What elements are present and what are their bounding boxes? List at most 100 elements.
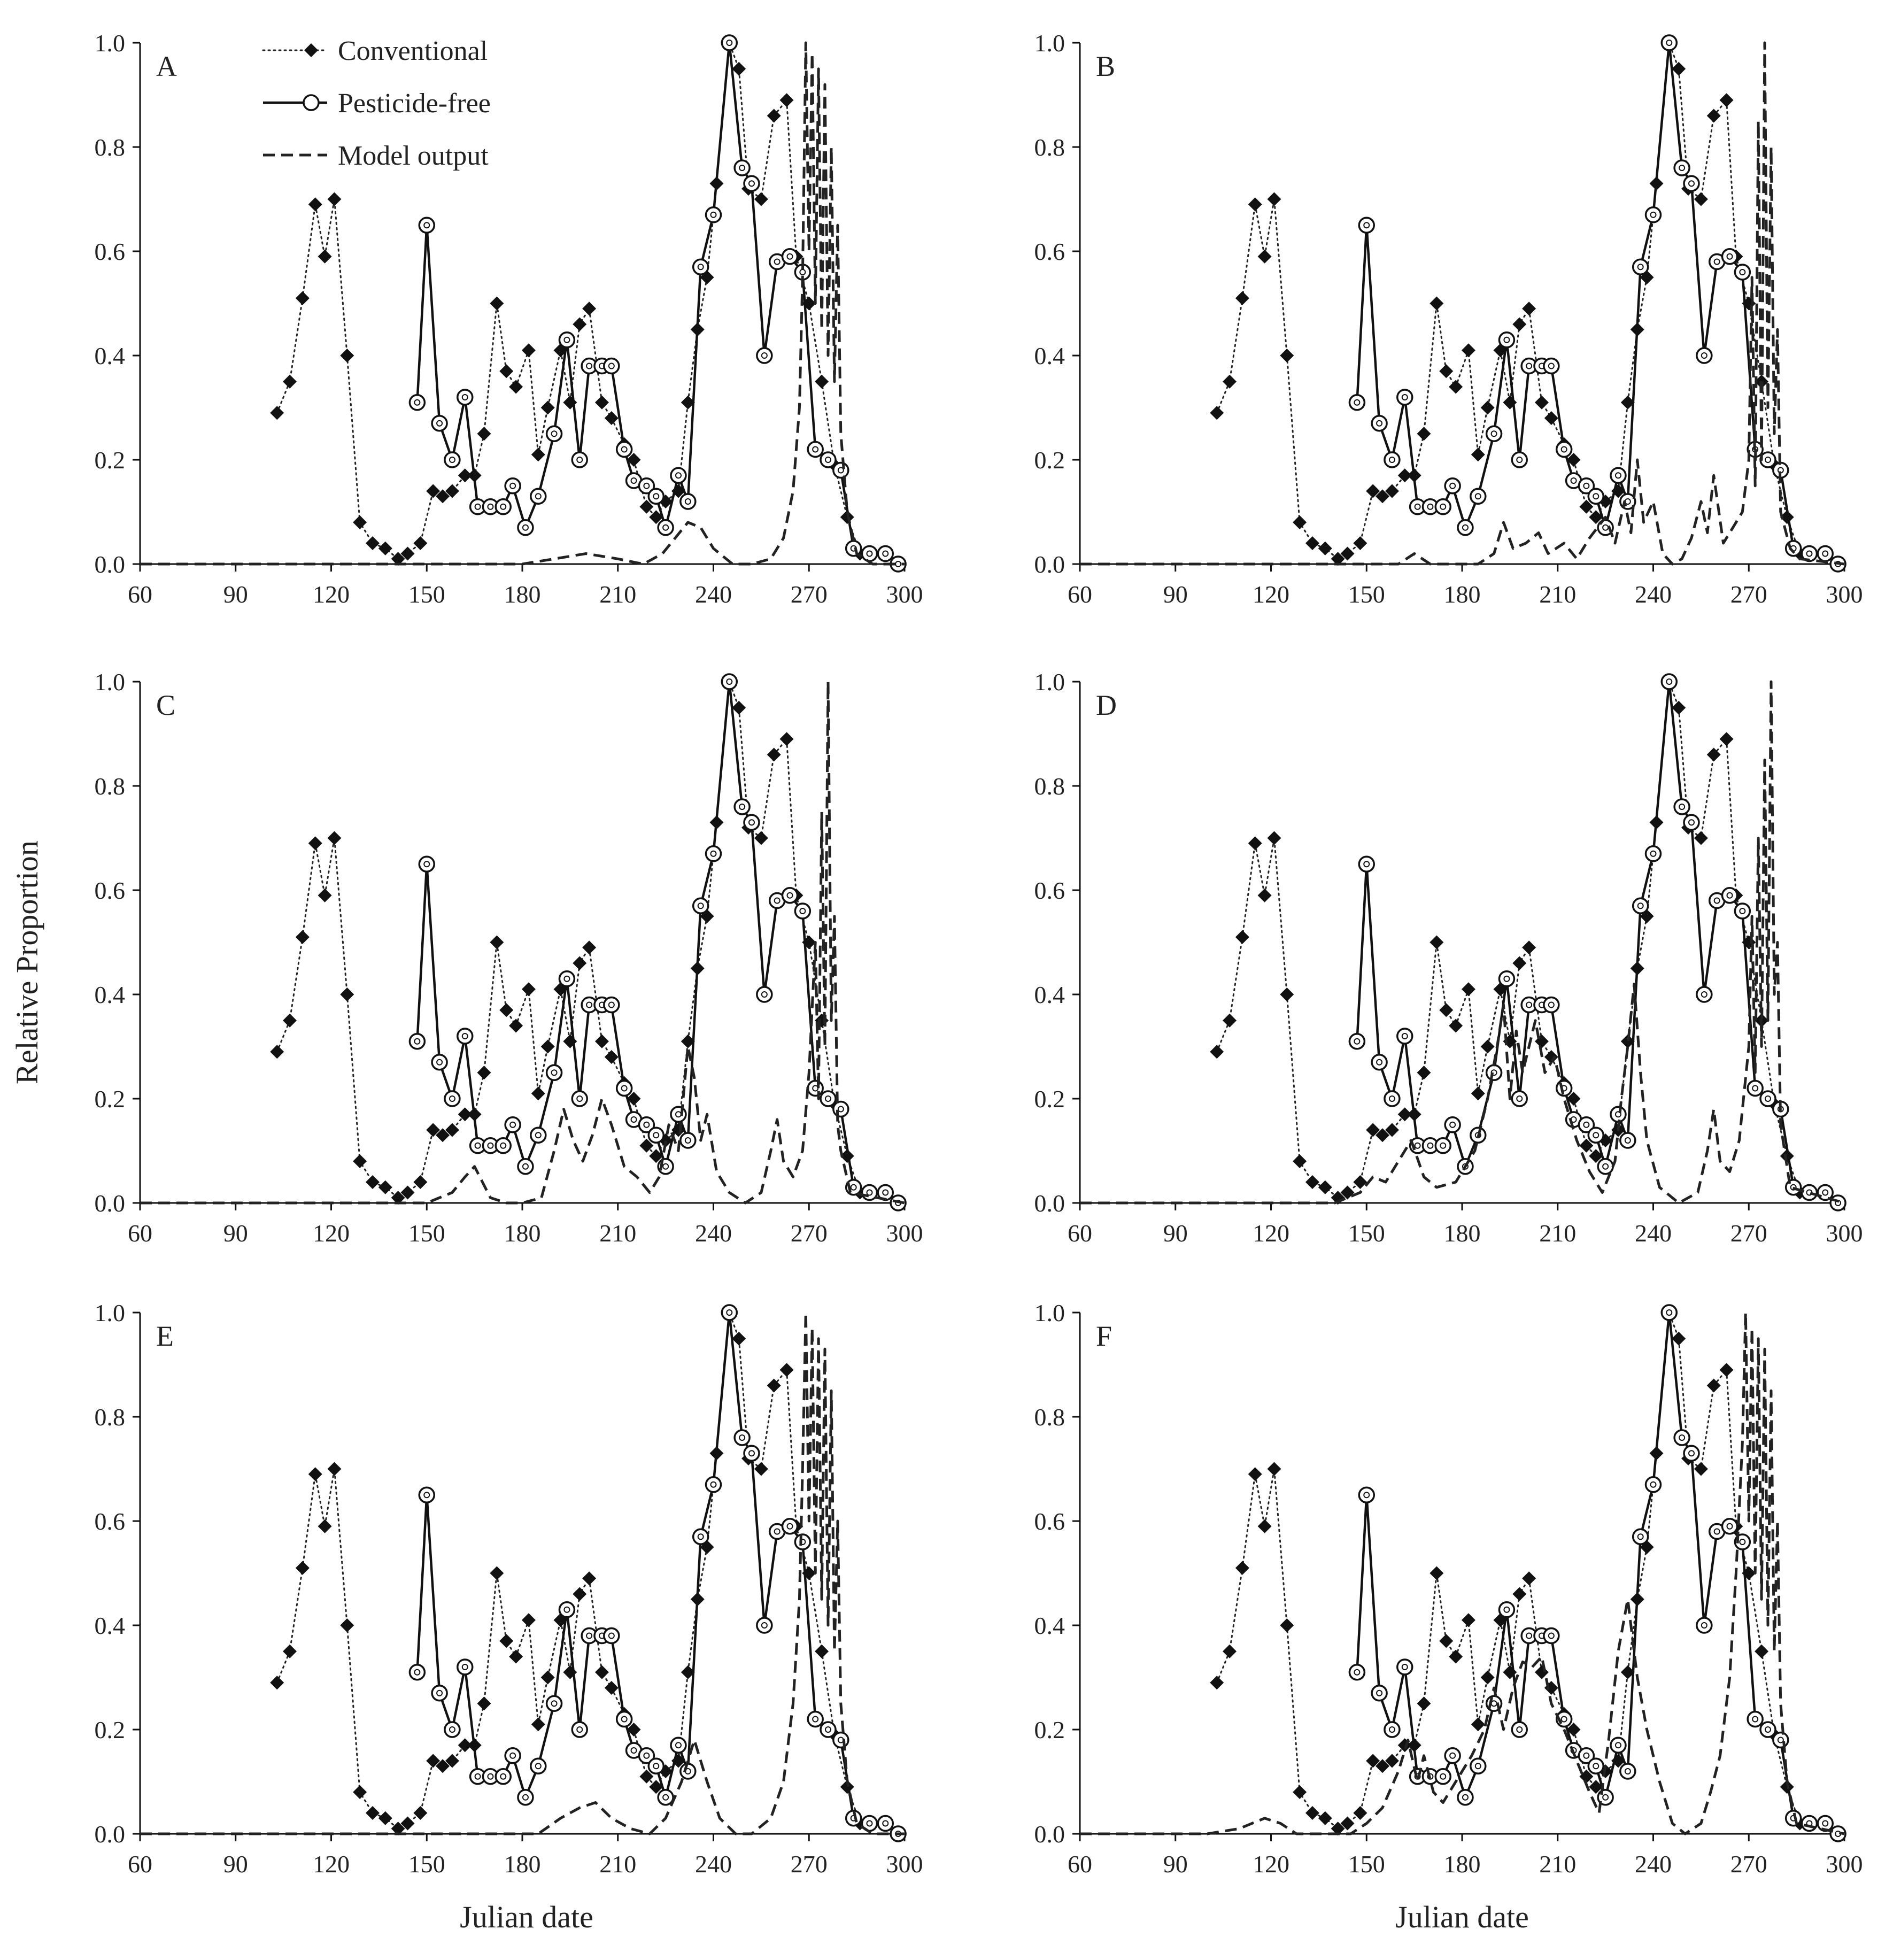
point-pesticide-free-inner — [630, 1116, 637, 1123]
point-conventional — [815, 374, 829, 389]
y-tick-label: 0.0 — [1034, 1820, 1065, 1848]
point-conventional — [1257, 1519, 1272, 1533]
point-pesticide-free — [733, 1429, 751, 1446]
y-tick-label: 0.8 — [1034, 134, 1065, 161]
point-pesticide-free-inner — [1679, 804, 1686, 810]
point-conventional — [1461, 343, 1475, 358]
point-pesticide-free — [1587, 1757, 1604, 1774]
point-pesticide-free-inner — [1449, 1752, 1456, 1759]
y-tick-label: 0.4 — [1034, 342, 1065, 369]
x-tick-label: 240 — [695, 1850, 732, 1878]
point-pesticide-free-inner — [461, 1664, 468, 1670]
point-pesticide-free-inner — [643, 1121, 650, 1128]
point-pesticide-free — [431, 1054, 448, 1071]
x-tick-label: 120 — [1253, 1850, 1289, 1878]
point-pesticide-free — [1734, 264, 1751, 281]
point-pesticide-free — [679, 1132, 697, 1149]
legend-marker-conventional — [304, 43, 318, 57]
x-tick-label: 120 — [1253, 1220, 1289, 1247]
y-tick-label: 0.6 — [95, 877, 126, 904]
point-pesticide-free-inner — [1449, 1121, 1456, 1128]
point-conventional — [594, 395, 609, 410]
chart-panel-b: 0.0 0.2 0.4 0.6 0.8 1.0 60 90 120 150 180 210 240 270… — [1034, 29, 1863, 608]
point-conventional — [1566, 453, 1581, 467]
point-pesticide-free — [781, 887, 799, 904]
point-pesticide-free — [558, 970, 576, 987]
point-conventional — [1449, 380, 1463, 394]
y-tick-label: 0.8 — [1034, 773, 1065, 800]
point-pesticide-free-inner — [1376, 420, 1383, 427]
point-conventional — [1376, 1759, 1390, 1773]
point-pesticide-free — [571, 1090, 588, 1107]
point-pesticide-free — [807, 1710, 824, 1728]
series-line-model-output — [140, 1311, 905, 1835]
y-tick-label: 0.6 — [1034, 877, 1065, 904]
point-pesticide-free — [820, 1721, 837, 1738]
point-conventional — [1471, 1717, 1485, 1732]
point-pesticide-free-inner — [1462, 524, 1469, 531]
point-pesticide-free-inner — [866, 1189, 873, 1196]
point-conventional — [604, 1681, 619, 1695]
x-tick-label: 180 — [504, 1850, 541, 1878]
point-conventional — [436, 489, 450, 504]
point-conventional — [1293, 1154, 1307, 1168]
point-pesticide-free-inner — [825, 1726, 831, 1733]
point-conventional — [509, 380, 523, 394]
point-conventional — [400, 1816, 415, 1831]
panel-label-f: F — [1096, 1320, 1112, 1352]
point-pesticide-free — [1384, 1721, 1401, 1738]
point-pesticide-free-inner — [643, 482, 650, 489]
point-conventional — [1305, 1175, 1319, 1189]
point-pesticide-free-inner — [866, 1820, 873, 1827]
point-pesticide-free — [545, 1064, 563, 1081]
point-pesticide-free-inner — [1462, 1163, 1469, 1170]
point-pesticide-free — [444, 1721, 461, 1738]
point-pesticide-free — [743, 814, 760, 831]
point-pesticide-free-inner — [1363, 861, 1370, 868]
x-tick-label: 180 — [504, 581, 541, 608]
point-conventional — [295, 291, 310, 305]
point-pesticide-free-inner — [761, 352, 768, 359]
point-pesticide-free — [517, 1789, 534, 1806]
x-tick-label: 210 — [599, 581, 636, 608]
point-conventional — [391, 1822, 405, 1836]
point-pesticide-free — [1434, 498, 1451, 515]
point-pesticide-free-inner — [882, 550, 889, 557]
point-pesticide-free-inner — [563, 975, 570, 982]
point-pesticide-free-inner — [1560, 446, 1567, 453]
point-pesticide-free-inner — [500, 1773, 507, 1780]
point-pesticide-free-inner — [1414, 503, 1421, 510]
x-tick-label: 240 — [1635, 581, 1672, 608]
y-tick-label: 0.6 — [95, 238, 126, 265]
point-conventional — [499, 364, 514, 379]
point-pesticide-free-inner — [748, 819, 755, 826]
point-pesticide-free-inner — [1790, 1184, 1797, 1191]
point-conventional — [1430, 296, 1444, 311]
y-tick-label: 0.2 — [1034, 446, 1065, 474]
point-conventional — [283, 1013, 297, 1028]
point-pesticide-free-inner — [662, 1163, 669, 1170]
point-pesticide-free-inner — [653, 1132, 660, 1139]
point-pesticide-free — [1543, 1627, 1560, 1645]
point-pesticide-free-inner — [774, 897, 781, 904]
series-line-model-output — [140, 680, 905, 1205]
point-pesticide-free-inner — [1726, 1523, 1733, 1530]
y-tick-label: 1.0 — [95, 1299, 126, 1326]
point-pesticide-free-inner — [1376, 1689, 1383, 1696]
x-tick-label: 90 — [223, 581, 248, 608]
point-conventional — [1267, 831, 1281, 845]
point-pesticide-free — [657, 519, 674, 536]
point-conventional — [521, 1613, 536, 1627]
x-tick-label: 180 — [1444, 1850, 1481, 1878]
x-tick-label: 60 — [1068, 581, 1092, 608]
point-pesticide-free-inner — [1516, 1095, 1523, 1102]
point-conventional — [1366, 1123, 1380, 1137]
y-tick-label: 1.0 — [1034, 668, 1065, 696]
panel-label-b: B — [1096, 50, 1115, 82]
x-tick-label: 120 — [1253, 581, 1289, 608]
point-conventional — [1210, 1045, 1224, 1059]
point-conventional — [582, 302, 597, 316]
x-tick-label: 150 — [1348, 1850, 1385, 1878]
point-conventional — [391, 1191, 405, 1205]
point-pesticide-free-inner — [1548, 1632, 1555, 1639]
